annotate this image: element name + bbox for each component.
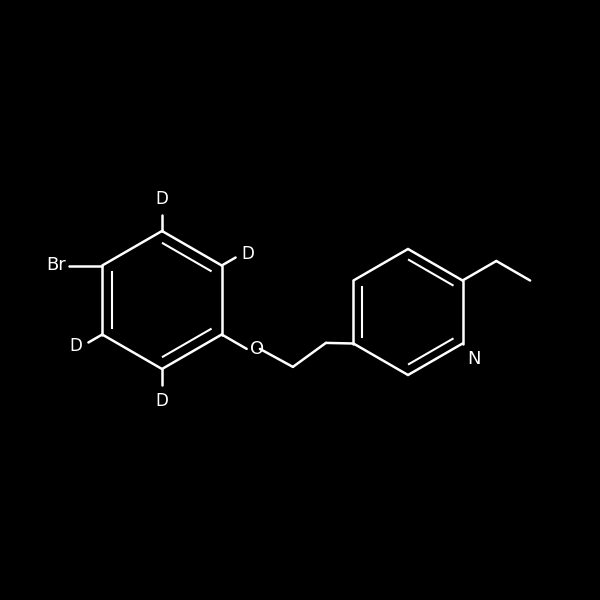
Text: Br: Br [46,257,66,275]
Text: D: D [70,337,82,355]
Text: N: N [467,349,481,367]
Text: O: O [250,340,265,358]
Text: D: D [155,190,169,208]
Text: D: D [155,392,169,410]
Text: D: D [242,245,254,263]
